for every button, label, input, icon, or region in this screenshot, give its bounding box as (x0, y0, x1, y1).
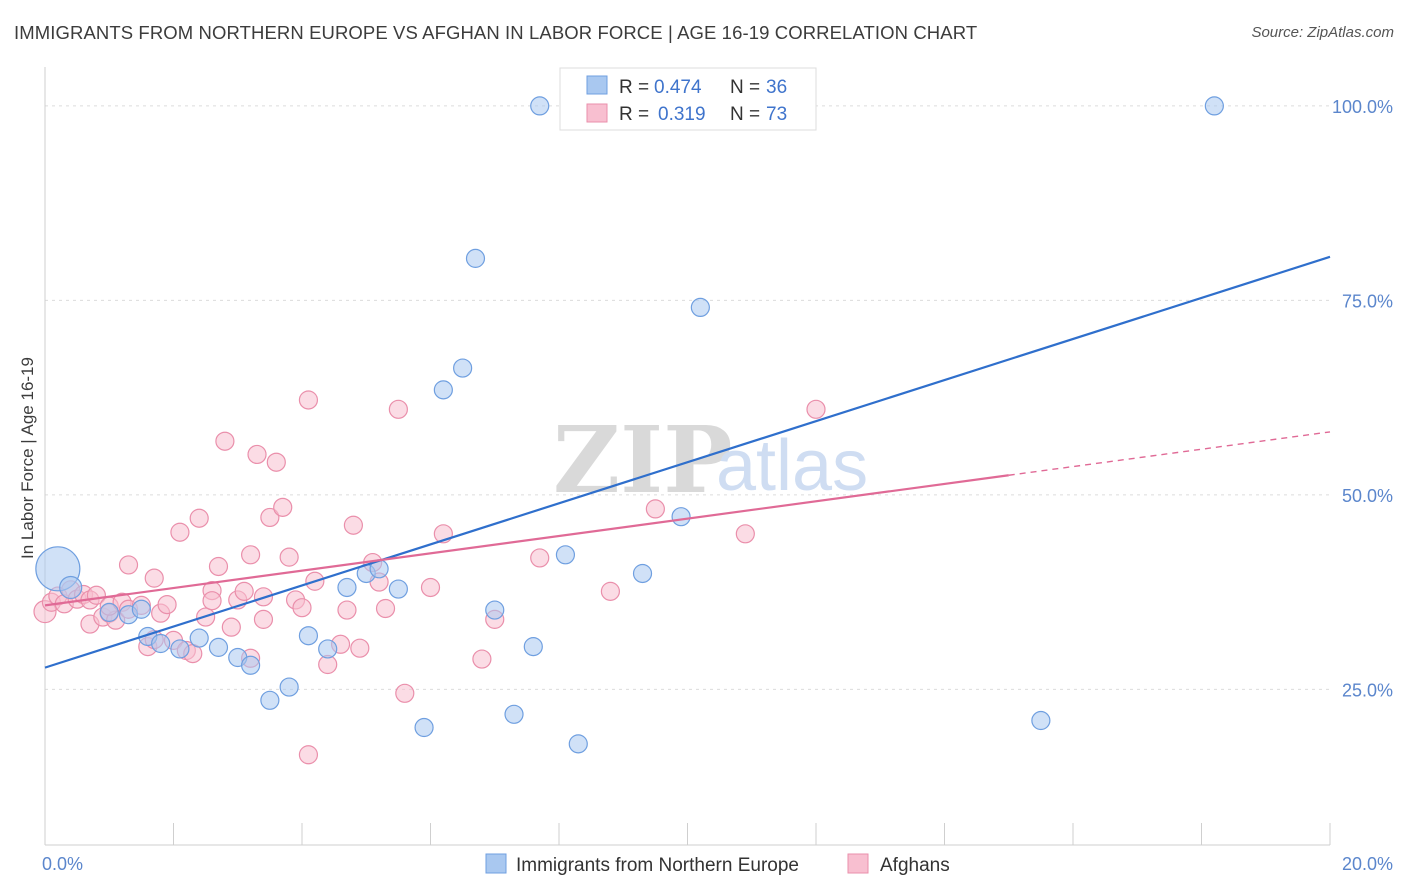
afghans-point-52 (337, 600, 357, 620)
y-axis-label: In Labor Force | Age 16-19 (18, 357, 37, 559)
northern-europe-point-31 (671, 507, 691, 527)
afghans-point-47 (298, 390, 319, 410)
watermark-zip: ZIP (553, 406, 732, 514)
correlation-legend: R = 0.474 N = 36 R = 0.319 N = 73 (559, 67, 817, 131)
afghans-point-42 (266, 452, 286, 472)
northern-europe-point-7 (170, 639, 190, 659)
northern-europe-point-1 (59, 575, 83, 600)
axes (44, 67, 1331, 846)
afghans-point-48 (298, 745, 319, 765)
chart-title: IMMIGRANTS FROM NORTHERN EUROPE VS AFGHA… (14, 22, 978, 43)
legend-n-label-2: N = (730, 104, 760, 125)
northern-europe-point-26 (523, 637, 543, 657)
y-tick-label-0: 25.0% (1342, 680, 1393, 700)
afghans-point-31 (208, 556, 229, 577)
trend-line-extension-1 (1008, 431, 1331, 476)
afghans-point-60 (420, 577, 441, 598)
afghans-point-32 (215, 431, 235, 451)
northern-europe-point-21 (433, 380, 453, 400)
afghans-point-30 (202, 591, 222, 611)
northern-europe-point-32 (690, 297, 710, 318)
legend-r-value-1: 0.474 (654, 77, 702, 98)
chart-source: Source: ZipAtlas.com (1251, 24, 1394, 41)
afghans-point-53 (343, 515, 363, 535)
series-legend-swatch-2 (847, 853, 869, 874)
trend-line-0 (44, 255, 1331, 669)
afghans-point-38 (247, 444, 267, 465)
northern-europe-point-9 (208, 637, 229, 657)
afghans-point-44 (279, 547, 299, 567)
afghans-point-37 (241, 545, 261, 565)
northern-europe-point-3 (99, 602, 119, 622)
afghans-point-43 (273, 497, 293, 517)
afghans-point-24 (170, 522, 190, 542)
northern-europe-point-23 (465, 248, 486, 268)
y-tick-label-2: 75.0% (1342, 291, 1393, 311)
afghans-point-59 (395, 683, 415, 703)
watermark: ZIP atlas (553, 406, 868, 514)
y-tick-label-3: 100.0% (1332, 97, 1393, 117)
series-legend-label-2: Afghans (880, 855, 950, 876)
northern-europe-point-20 (414, 717, 434, 738)
afghans-point-54 (350, 638, 370, 658)
x-tick-label-1: 20.0% (1342, 854, 1393, 874)
northern-europe-point-22 (453, 358, 473, 378)
legend-n-value-2: 73 (766, 104, 787, 125)
legend-n-value-1: 36 (766, 77, 787, 98)
northern-europe-point-13 (279, 677, 299, 697)
afghans-point-58 (388, 399, 408, 419)
trend-lines (44, 255, 1331, 669)
afghans-point-57 (375, 598, 396, 619)
afghans-point-27 (189, 508, 209, 528)
afghans-point-35 (234, 581, 254, 601)
x-tick-label-0: 0.0% (42, 854, 83, 874)
legend-r-label-2: R = (619, 104, 649, 125)
watermark-atlas: atlas (716, 426, 868, 506)
afghans-point-46 (292, 598, 312, 618)
northern-europe-point-30 (632, 563, 653, 584)
afghans-point-66 (645, 499, 665, 519)
afghans-point-67 (735, 524, 755, 544)
northern-europe-point-24 (485, 600, 505, 620)
northern-europe-point-19 (388, 579, 408, 599)
series-legend: Immigrants from Northern Europe Afghans (485, 853, 950, 876)
northern-europe-point-6 (151, 633, 171, 654)
tick-labels: 25.0% 50.0% 75.0% 100.0% 0.0% 20.0% (42, 97, 1393, 874)
afghans-point-64 (530, 548, 550, 568)
trend-line-1 (44, 474, 1009, 607)
afghans-point-39 (253, 609, 274, 629)
legend-swatch-pink (586, 103, 608, 123)
northern-europe-point-29 (568, 734, 588, 754)
northern-europe-point-14 (298, 626, 319, 646)
legend-r-value-2: 0.319 (658, 104, 706, 125)
northern-europe-point-12 (260, 690, 280, 710)
northern-europe-point-28 (555, 545, 576, 565)
afghans-point-65 (600, 581, 621, 601)
northern-europe-point-15 (318, 639, 338, 659)
legend-n-label-1: N = (730, 77, 760, 98)
afghans-point-22 (157, 594, 177, 615)
afghans-point-68 (806, 399, 826, 419)
afghans-point-33 (221, 617, 241, 637)
afghans-point-62 (472, 649, 492, 669)
legend-r-label-1: R = (619, 77, 649, 98)
northern-europe-point-35 (1204, 96, 1224, 116)
northern-europe-point-34 (1031, 710, 1051, 731)
afghans-point-19 (144, 568, 164, 588)
northern-europe-point-25 (504, 704, 524, 724)
northern-europe-point-16 (337, 577, 357, 598)
afghans-point-15 (118, 555, 139, 575)
series-legend-swatch-1 (485, 853, 507, 874)
afghans-point-41 (260, 507, 280, 528)
y-tick-label-1: 50.0% (1342, 486, 1393, 506)
northern-europe-point-11 (241, 655, 261, 675)
northern-europe-point-27 (530, 96, 550, 116)
series-legend-label-1: Immigrants from Northern Europe (516, 855, 799, 876)
northern-europe-point-4 (131, 599, 151, 619)
northern-europe-point-8 (189, 628, 209, 648)
legend-swatch-blue (586, 75, 608, 95)
